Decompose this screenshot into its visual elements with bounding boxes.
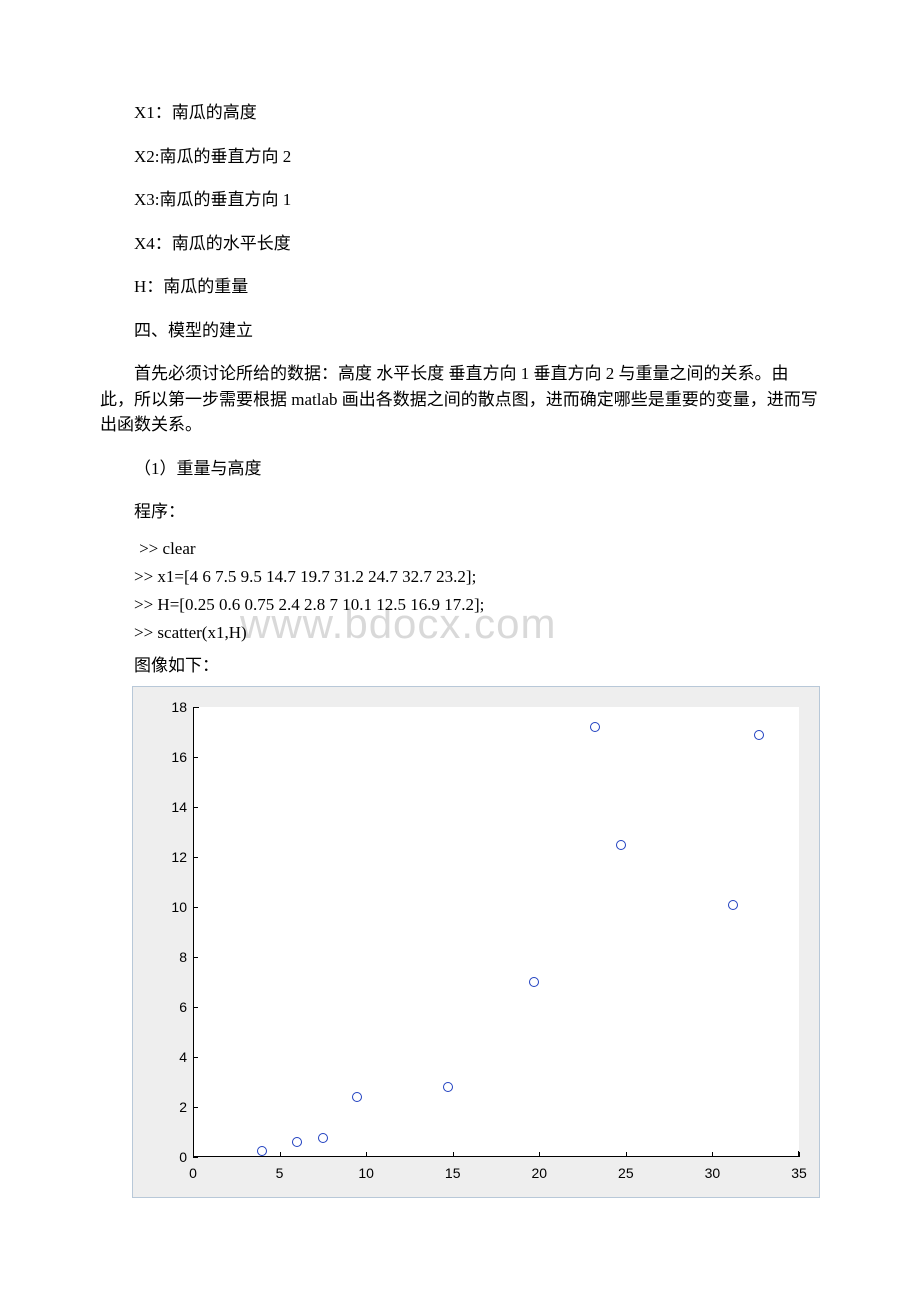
y-tick-label: 8 <box>179 949 187 965</box>
code-line-2: >> x1=[4 6 7.5 9.5 14.7 19.7 31.2 24.7 3… <box>134 567 820 587</box>
def-x2: X2:南瓜的垂直方向 2 <box>134 144 820 170</box>
scatter-chart: 0 2 4 6 8 10 12 14 16 18 0 5 10 15 20 25 30 35 <box>132 686 820 1198</box>
def-x4: X4：南瓜的水平长度 <box>134 231 820 257</box>
y-tick-label: 4 <box>179 1049 187 1065</box>
y-tick-mark <box>193 807 198 808</box>
x-tick-mark <box>280 1152 281 1157</box>
x-tick-label: 30 <box>705 1165 721 1181</box>
scatter-marker <box>292 1137 302 1147</box>
scatter-marker <box>590 722 600 732</box>
y-tick-label: 2 <box>179 1099 187 1115</box>
code-line-3: >> H=[0.25 0.6 0.75 2.4 2.8 7 10.1 12.5 … <box>134 595 820 615</box>
image-label: 图像如下： <box>134 653 820 679</box>
scatter-marker <box>318 1133 328 1143</box>
scatter-marker <box>529 977 539 987</box>
scatter-marker <box>352 1092 362 1102</box>
y-tick-label: 14 <box>171 799 187 815</box>
x-tick-label: 10 <box>358 1165 374 1181</box>
x-tick-mark <box>799 1152 800 1157</box>
x-tick-label: 25 <box>618 1165 634 1181</box>
y-tick-mark <box>193 957 198 958</box>
y-tick-label: 18 <box>171 699 187 715</box>
y-tick-label: 16 <box>171 749 187 765</box>
intro-paragraph: 首先必须讨论所给的数据：高度 水平长度 垂直方向 1 垂直方向 2 与重量之间的… <box>100 361 820 438</box>
subsection-heading: （1）重量与高度 <box>134 456 820 482</box>
y-axis-line <box>193 707 194 1157</box>
y-tick-mark <box>193 757 198 758</box>
x-tick-mark <box>193 1152 194 1157</box>
y-tick-label: 0 <box>179 1149 187 1165</box>
y-tick-mark <box>193 1107 198 1108</box>
x-tick-label: 35 <box>791 1165 807 1181</box>
y-tick-label: 6 <box>179 999 187 1015</box>
x-tick-mark <box>712 1152 713 1157</box>
y-tick-mark <box>193 907 198 908</box>
y-tick-mark <box>193 1007 198 1008</box>
x-tick-mark <box>366 1152 367 1157</box>
scatter-marker <box>616 840 626 850</box>
x-tick-mark <box>453 1152 454 1157</box>
y-tick-label: 12 <box>171 849 187 865</box>
section-heading: 四、模型的建立 <box>134 318 820 344</box>
x-tick-mark <box>539 1152 540 1157</box>
y-tick-mark <box>193 857 198 858</box>
plot-area: 024681012141618 05101520253035 <box>193 707 799 1157</box>
scatter-marker <box>257 1146 267 1156</box>
x-tick-label: 20 <box>531 1165 547 1181</box>
scatter-marker <box>728 900 738 910</box>
y-axis: 024681012141618 <box>153 707 193 1157</box>
def-h: H：南瓜的重量 <box>134 274 820 300</box>
def-x3: X3:南瓜的垂直方向 1 <box>134 187 820 213</box>
x-tick-label: 15 <box>445 1165 461 1181</box>
x-tick-label: 0 <box>189 1165 197 1181</box>
code-line-4: >> scatter(x1,H) <box>134 623 820 643</box>
axis-cap <box>193 707 199 708</box>
x-axis: 05101520253035 <box>193 1157 799 1187</box>
x-tick-label: 5 <box>276 1165 284 1181</box>
y-tick-mark <box>193 1057 198 1058</box>
axis-cap <box>798 1151 799 1157</box>
code-line-1: >> clear <box>139 539 820 559</box>
x-tick-mark <box>626 1152 627 1157</box>
scatter-marker <box>754 730 764 740</box>
y-tick-label: 10 <box>171 899 187 915</box>
program-label: 程序： <box>134 499 820 525</box>
def-x1: X1：南瓜的高度 <box>134 100 820 126</box>
scatter-marker <box>443 1082 453 1092</box>
